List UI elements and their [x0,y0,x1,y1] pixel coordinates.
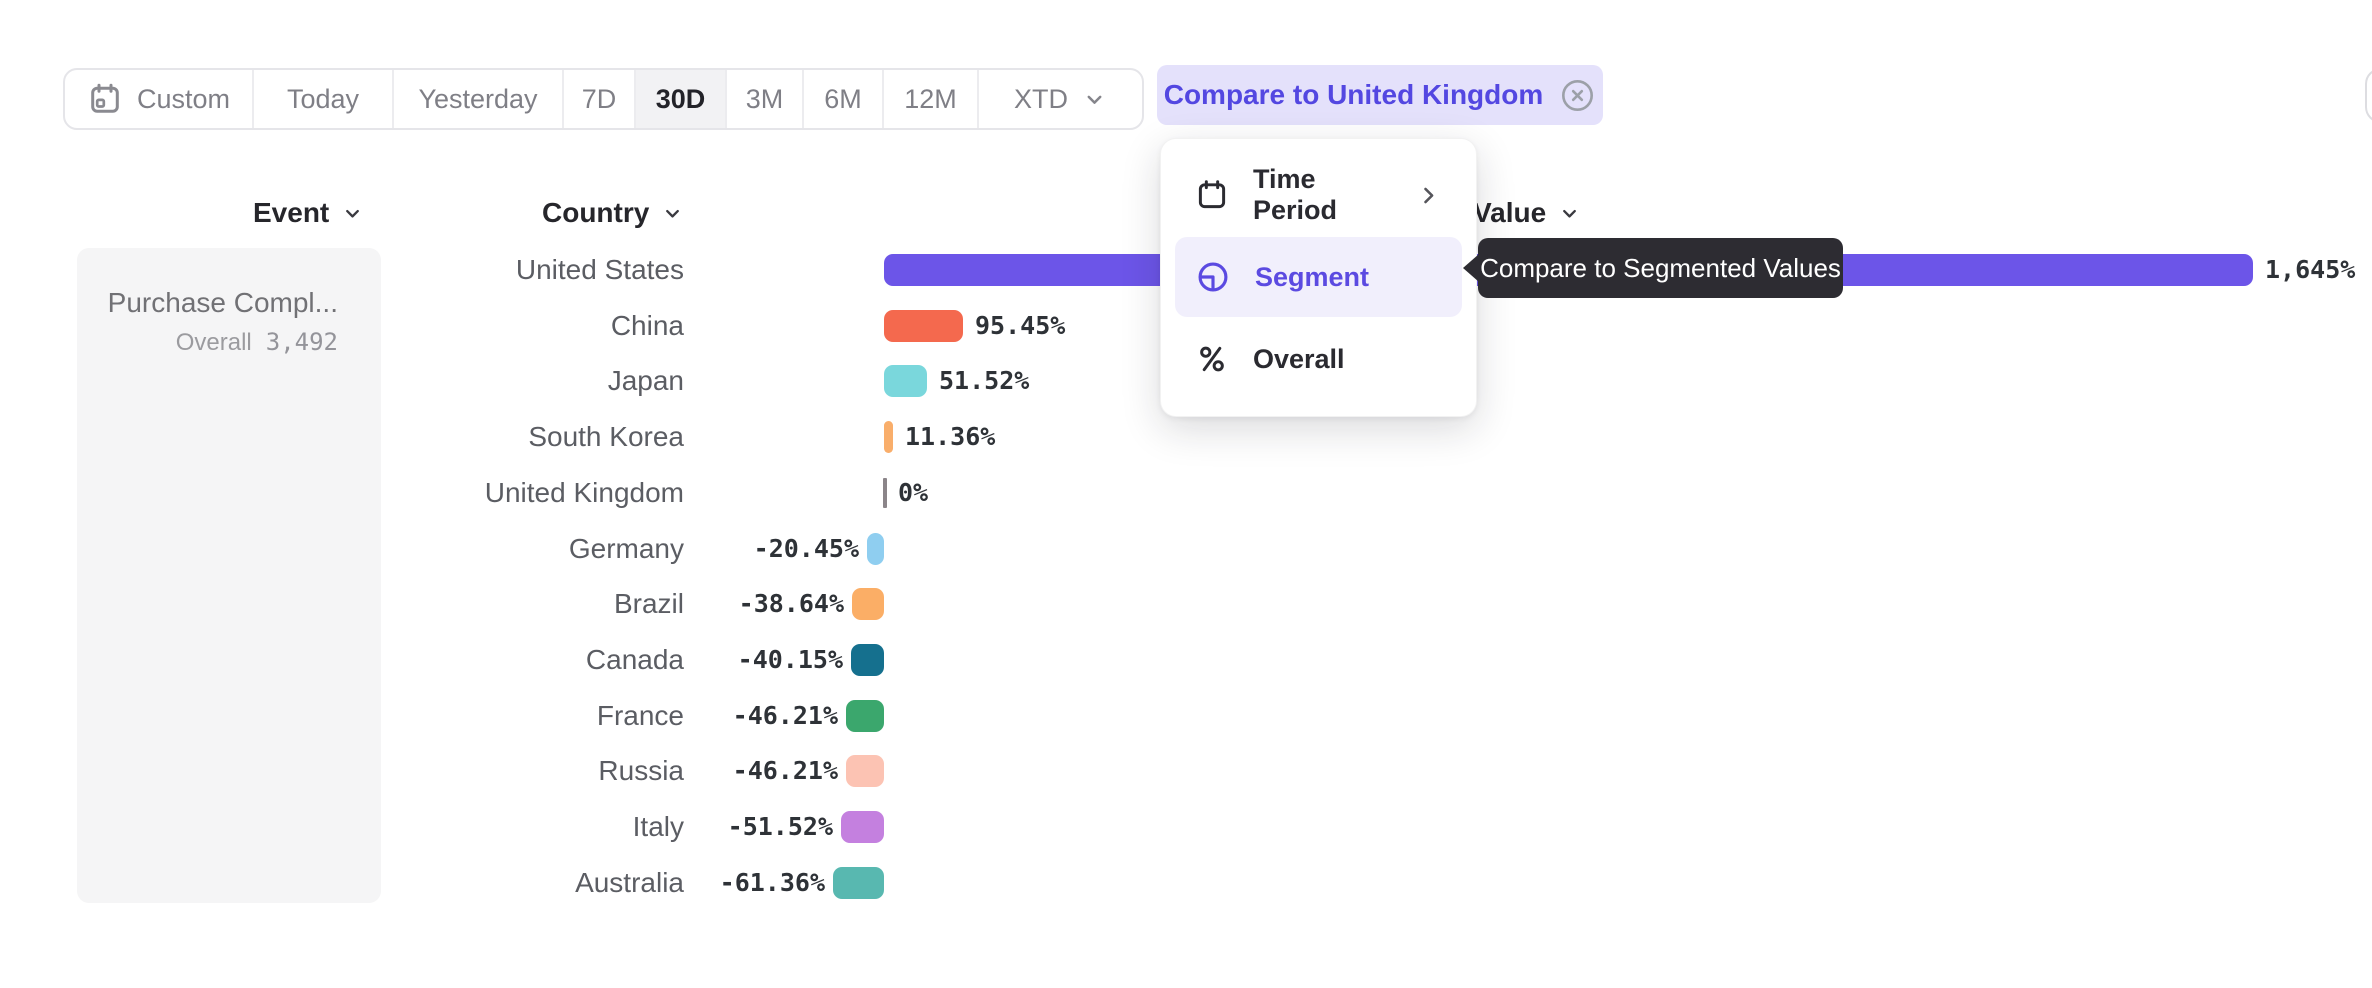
bar-value-label: 11.36% [905,422,996,452]
date-range-today[interactable]: Today [252,70,392,128]
tooltip-text: Compare to Segmented Values [1480,252,1841,283]
chevron-down-icon [1082,87,1107,112]
country-label-united-states: United States [515,254,684,285]
bar-australia[interactable] [833,866,884,899]
country-label-brazil: Brazil [613,588,684,620]
menu-item-label: Segment [1255,261,1370,292]
menu-item-label: Overall [1253,343,1345,374]
date-range-label: Yesterday [418,83,538,114]
compare-chip[interactable]: Compare to United Kingdom [1157,65,1603,125]
date-range-label: 7D [581,83,617,114]
bar-value-label: -46.21% [732,700,838,730]
date-range-30d[interactable]: 30D [634,70,725,128]
date-range-7d[interactable]: 7D [562,70,634,128]
bar-value-label: -40.15% [737,645,843,675]
bar-value-label: -51.52% [727,812,833,842]
bar-value-label: 0% [898,477,929,507]
chevron-down-icon [1558,202,1581,225]
country-column-header[interactable]: Country [542,195,684,231]
country-label-canada: Canada [585,644,684,676]
bar-united-kingdom[interactable] [883,477,887,508]
tooltip-arrow-icon [1463,254,1479,282]
bar-value-label: -38.64% [738,589,844,619]
compare-dropdown-menu: Time Period Segment Overall [1160,138,1477,417]
date-range-label: 3M [745,83,784,114]
country-label-japan: Japan [607,365,684,397]
country-label-italy: Italy [632,811,684,843]
country-label-russia: Russia [598,755,684,787]
event-column-header[interactable]: Event [253,195,364,231]
bar-brazil[interactable] [852,588,884,621]
date-range-label: XTD [1014,83,1068,114]
bar-france[interactable] [846,699,884,732]
bar-value-label: 95.45% [975,310,1066,340]
bar-value-label: -61.36% [719,867,825,897]
bar-south-korea[interactable] [884,421,893,454]
menu-item-label: Time Period [1253,164,1338,225]
menu-item-time-period[interactable]: Time Period [1175,155,1462,235]
country-column-label: Country [542,197,650,228]
event-name: Purchase Compl... [107,287,338,318]
event-column-label: Event [253,197,330,228]
bar-japan[interactable] [884,365,927,398]
bar-value-label: 51.52% [939,366,1030,396]
date-range-label: 30D [655,83,706,114]
event-list-panel: Purchase Compl... Overall 3,492 [77,248,381,903]
date-range-yesterday[interactable]: Yesterday [392,70,562,128]
chevron-down-icon [661,202,684,225]
overall-label: Overall [175,329,252,356]
overall-value: 3,492 [265,328,338,356]
date-range-toolbar: Custom Today Yesterday 7D 30D 3M 6M 12M XTD [63,68,1144,130]
date-range-12m[interactable]: 12M [882,70,977,128]
bar-value-label: 1,645% [2265,255,2356,284]
event-list-item[interactable]: Purchase Compl... Overall 3,492 [108,284,338,357]
date-range-label: 6M [824,83,862,114]
country-label-china: China [610,309,684,341]
date-range-label: Today [286,83,360,114]
country-label-south-korea: South Korea [528,421,684,453]
date-range-xtd[interactable]: XTD [977,70,1142,128]
bar-germany[interactable] [867,532,884,565]
value-column-header[interactable]: Value [1473,195,1581,231]
bar-china[interactable] [884,309,963,342]
percent-icon [1195,342,1229,376]
country-label-australia: Australia [575,866,684,898]
menu-item-segment[interactable]: Segment [1175,237,1462,317]
calendar-icon [87,81,123,117]
bar-value-label: -46.21% [732,756,838,786]
date-range-3m[interactable]: 3M [725,70,802,128]
bar-canada[interactable] [851,644,884,677]
value-column-label: Value [1473,197,1547,228]
country-label-france: France [596,699,684,731]
chevron-down-icon [341,202,364,225]
bar-russia[interactable] [846,755,884,788]
date-range-custom[interactable]: Custom [65,70,252,128]
tooltip: Compare to Segmented Values [1463,238,1843,298]
compare-chip-label: Compare to United Kingdom [1163,79,1544,110]
date-range-label: Custom [136,83,231,114]
bar-value-label: -20.45% [753,533,859,563]
calendar-icon [1195,178,1229,212]
chevron-right-icon [1415,182,1442,209]
segment-icon [1195,259,1231,295]
date-range-label: 12M [904,83,957,114]
country-label-germany: Germany [568,532,684,564]
bar-italy[interactable] [841,811,884,844]
close-circle-icon[interactable] [1559,77,1596,114]
menu-item-overall[interactable]: Overall [1175,319,1462,399]
country-label-united-kingdom: United Kingdom [484,476,684,508]
date-range-6m[interactable]: 6M [802,70,882,128]
